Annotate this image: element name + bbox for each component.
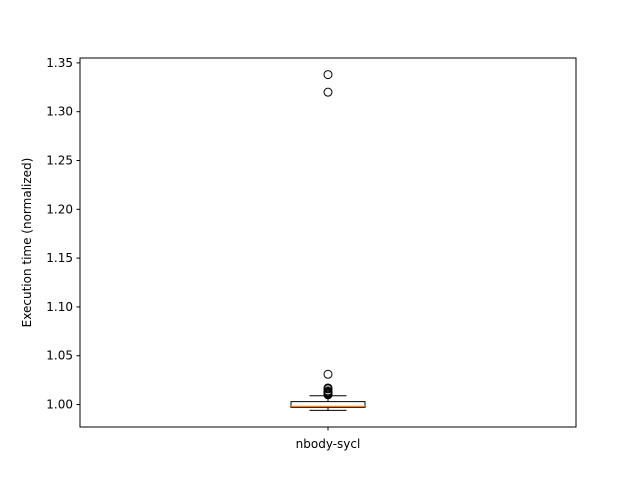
outlier-point [323,87,333,97]
plot-layer [290,70,366,411]
y-tick-label: 1.20 [46,202,73,216]
outlier-point [323,369,333,379]
y-tick-label: 1.00 [46,398,73,412]
y-tick-label: 1.05 [46,349,73,363]
box-series [290,70,366,411]
outlier-point [323,383,333,393]
iqr-box [290,401,366,408]
y-tick-label: 1.10 [46,300,73,314]
x-axis: nbody-sycl [296,427,361,451]
y-tick-label: 1.35 [46,56,73,70]
y-axis: 1.00 1.05 1.10 1.15 1.20 1.25 1.30 1.35 [46,56,80,412]
y-tick-label: 1.25 [46,154,73,168]
outlier-point [323,70,333,80]
y-tick-label: 1.30 [46,105,73,119]
plot-area [80,58,576,427]
y-axis-label: Execution time (normalized) [20,158,34,328]
x-tick-label: nbody-sycl [296,437,361,451]
y-tick-label: 1.15 [46,251,73,265]
plot-frame [79,57,577,428]
